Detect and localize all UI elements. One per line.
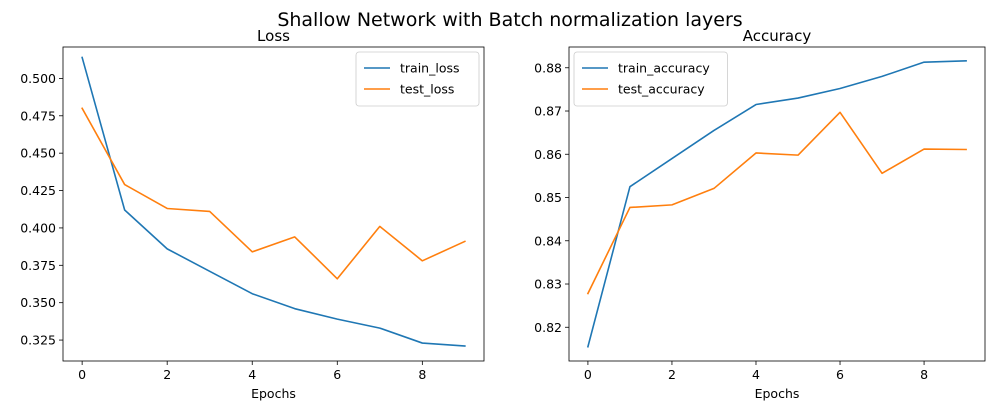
loss-chart: Loss 0 2 4 6 8 0.325 0.350 0.375 0.400 0.425 0.450 0… — [20, 27, 485, 401]
loss-plot-frame — [62, 46, 485, 362]
series-line-train-accuracy — [586, 60, 967, 348]
legend-label-train-accuracy: train_accuracy — [618, 61, 710, 76]
series-line-train-loss — [81, 56, 466, 347]
accuracy-chart: Accuracy 0 2 4 6 8 0.82 0.83 0.84 0.85 0.86 0.87 0.8… — [534, 27, 986, 401]
legend-label-train-loss: train_loss — [400, 61, 460, 76]
accuracy-y-tick-label: 0.88 — [534, 60, 562, 75]
loss-y-tick-label: 0.400 — [20, 220, 56, 235]
accuracy-x-tick-label: 2 — [668, 367, 676, 382]
loss-y-tick-label: 0.500 — [20, 71, 56, 86]
series-line-test-accuracy — [586, 111, 967, 295]
accuracy-y-tick-label: 0.87 — [534, 104, 562, 119]
loss-title: Loss — [257, 27, 290, 45]
accuracy-y-tick-label: 0.83 — [534, 277, 562, 292]
loss-x-axis-label: Epochs — [251, 386, 296, 401]
accuracy-legend-box — [573, 51, 728, 107]
accuracy-y-tick-label: 0.85 — [534, 190, 562, 205]
accuracy-title: Accuracy — [743, 27, 812, 45]
accuracy-x-tick-label: 8 — [920, 367, 928, 382]
series-line-test-loss — [81, 107, 466, 280]
loss-x-tick-label: 8 — [418, 367, 426, 382]
accuracy-y-tick-label: 0.86 — [534, 147, 562, 162]
loss-y-tick-label: 0.350 — [20, 295, 56, 310]
accuracy-plot-frame — [568, 46, 986, 362]
loss-y-tick-label: 0.375 — [20, 258, 56, 273]
accuracy-legend: train_accuracy test_accuracy — [573, 51, 728, 107]
accuracy-x-tick-label: 0 — [584, 367, 592, 382]
legend-label-test-loss: test_loss — [400, 82, 454, 97]
loss-legend: train_loss test_loss — [355, 51, 480, 107]
legend-label-test-accuracy: test_accuracy — [618, 82, 705, 97]
loss-x-tick-label: 2 — [163, 367, 171, 382]
accuracy-y-tick-label: 0.84 — [534, 233, 562, 248]
figure-title: Shallow Network with Batch normalization… — [277, 9, 742, 31]
accuracy-x-axis-label: Epochs — [755, 386, 800, 401]
loss-y-tick-label: 0.475 — [20, 108, 56, 123]
loss-legend-box — [355, 51, 480, 107]
loss-y-tick-label: 0.425 — [20, 183, 56, 198]
loss-x-tick-label: 4 — [248, 367, 256, 382]
loss-y-tick-label: 0.450 — [20, 146, 56, 161]
loss-x-tick-label: 6 — [333, 367, 341, 382]
loss-x-tick-label: 0 — [78, 367, 86, 382]
loss-y-tick-label: 0.325 — [20, 333, 56, 348]
accuracy-x-tick-label: 4 — [752, 367, 760, 382]
accuracy-x-tick-label: 6 — [836, 367, 844, 382]
accuracy-y-tick-label: 0.82 — [534, 320, 562, 335]
